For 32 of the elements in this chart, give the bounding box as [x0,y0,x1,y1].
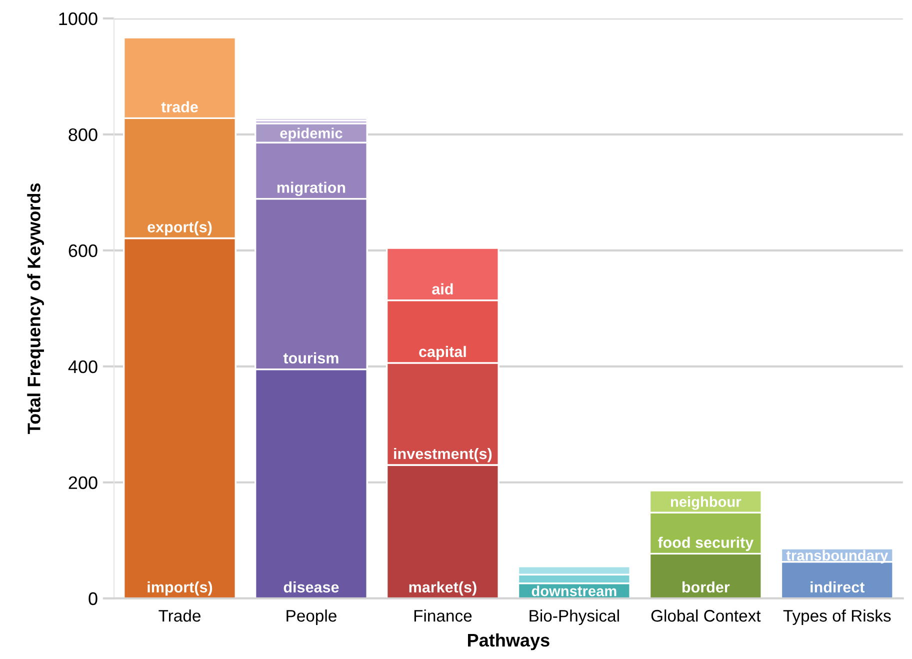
data-label: disease [284,581,339,593]
x-tick-label: Bio-Physical [530,609,619,626]
data-label: export(s) [148,221,212,236]
data-label: aid [432,283,453,294]
data-label: tourism [283,352,338,364]
y-tick-label: 1000 [59,12,98,26]
data-label: migration [277,182,346,196]
y-tick-label: 800 [68,128,98,142]
bar [254,117,368,122]
data-label: market(s) [409,581,476,596]
x-axis-title: Pathways [468,633,550,650]
y-tick-label: 200 [68,476,98,490]
x-tick-label: People [286,609,336,626]
data-label: border [682,581,730,593]
x-tick-label: Trade [158,609,200,622]
data-label: capital [419,346,466,360]
data-label: epidemic [280,128,342,142]
data-label: transboundary [786,550,888,564]
data-label: trade [161,101,198,112]
data-label: indirect [810,581,865,593]
data-label: import(s) [148,581,212,596]
data-label: neighbour [670,496,742,510]
x-tick-label: Finance [414,609,472,622]
y-axis-title: Total Frequency of Keywords [27,183,44,434]
y-tick-label: 600 [68,244,98,258]
x-tick-label: Types of Risks [783,609,891,626]
x-tick-label: Global Context [651,609,761,622]
y-tick-label: 400 [68,360,98,374]
data-label: downstream [532,586,616,596]
data-label: investment(s) [394,448,492,462]
data-label: food security [658,536,754,551]
y-tick-label: 0 [88,592,98,606]
